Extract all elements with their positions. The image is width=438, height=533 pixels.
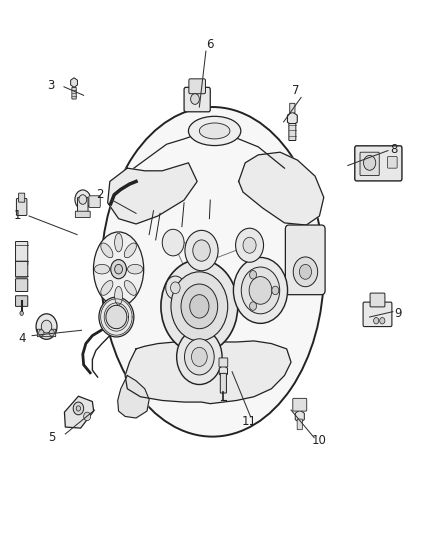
- Ellipse shape: [101, 280, 113, 295]
- Text: 5: 5: [49, 431, 56, 444]
- Circle shape: [166, 276, 185, 300]
- FancyBboxPatch shape: [75, 211, 90, 217]
- Circle shape: [193, 240, 210, 261]
- Polygon shape: [287, 112, 297, 126]
- FancyBboxPatch shape: [37, 329, 56, 337]
- Circle shape: [79, 195, 87, 204]
- Text: 6: 6: [206, 38, 213, 51]
- Circle shape: [190, 295, 209, 318]
- Circle shape: [250, 271, 257, 279]
- FancyBboxPatch shape: [16, 198, 27, 215]
- Circle shape: [250, 302, 257, 310]
- Polygon shape: [125, 341, 291, 403]
- Circle shape: [84, 412, 91, 421]
- Circle shape: [49, 330, 54, 336]
- FancyBboxPatch shape: [18, 193, 25, 202]
- Text: 9: 9: [394, 307, 402, 320]
- Polygon shape: [239, 152, 324, 225]
- FancyBboxPatch shape: [89, 196, 100, 207]
- Ellipse shape: [101, 107, 324, 437]
- Text: 3: 3: [47, 79, 55, 92]
- Circle shape: [191, 348, 207, 367]
- FancyBboxPatch shape: [289, 124, 296, 141]
- FancyBboxPatch shape: [290, 103, 295, 113]
- Circle shape: [41, 320, 52, 333]
- Circle shape: [243, 237, 256, 253]
- Circle shape: [380, 318, 385, 324]
- Ellipse shape: [115, 286, 123, 305]
- Circle shape: [184, 339, 214, 375]
- FancyBboxPatch shape: [219, 358, 228, 367]
- FancyBboxPatch shape: [78, 197, 88, 214]
- Text: 8: 8: [390, 143, 397, 156]
- FancyBboxPatch shape: [355, 146, 402, 181]
- FancyBboxPatch shape: [297, 419, 302, 430]
- Circle shape: [115, 264, 123, 274]
- Polygon shape: [295, 410, 304, 423]
- Text: 1: 1: [14, 209, 21, 222]
- FancyBboxPatch shape: [15, 241, 28, 265]
- FancyBboxPatch shape: [370, 293, 385, 307]
- Ellipse shape: [127, 264, 143, 274]
- FancyBboxPatch shape: [15, 279, 28, 292]
- Text: 2: 2: [96, 188, 104, 201]
- FancyBboxPatch shape: [360, 152, 379, 175]
- FancyBboxPatch shape: [72, 87, 76, 99]
- Circle shape: [233, 257, 288, 324]
- Ellipse shape: [199, 123, 230, 139]
- Circle shape: [364, 156, 376, 170]
- Ellipse shape: [115, 233, 123, 252]
- Ellipse shape: [188, 116, 241, 146]
- Ellipse shape: [101, 243, 113, 258]
- FancyBboxPatch shape: [184, 87, 210, 112]
- Circle shape: [73, 402, 84, 415]
- Polygon shape: [64, 396, 94, 428]
- FancyBboxPatch shape: [189, 79, 205, 94]
- Circle shape: [181, 284, 218, 329]
- Circle shape: [177, 329, 222, 384]
- Circle shape: [293, 257, 318, 287]
- FancyBboxPatch shape: [388, 157, 397, 168]
- Circle shape: [162, 229, 184, 256]
- Circle shape: [185, 230, 218, 271]
- Text: 4: 4: [18, 332, 25, 345]
- FancyBboxPatch shape: [293, 398, 307, 411]
- Circle shape: [171, 272, 228, 341]
- FancyBboxPatch shape: [15, 261, 28, 277]
- Ellipse shape: [93, 232, 144, 306]
- Circle shape: [39, 330, 44, 336]
- Circle shape: [241, 267, 280, 314]
- Circle shape: [75, 190, 91, 209]
- Circle shape: [161, 260, 238, 353]
- Text: 11: 11: [242, 415, 257, 428]
- FancyBboxPatch shape: [363, 302, 392, 327]
- FancyBboxPatch shape: [220, 373, 226, 393]
- Circle shape: [249, 277, 272, 304]
- Circle shape: [272, 286, 279, 295]
- Polygon shape: [108, 163, 197, 224]
- Circle shape: [374, 318, 379, 324]
- Circle shape: [191, 94, 199, 104]
- Ellipse shape: [124, 243, 136, 258]
- Ellipse shape: [99, 297, 134, 337]
- Ellipse shape: [94, 264, 110, 274]
- Text: 7: 7: [292, 84, 299, 96]
- FancyBboxPatch shape: [15, 296, 28, 306]
- Circle shape: [111, 260, 127, 279]
- Polygon shape: [71, 78, 78, 87]
- Text: 10: 10: [312, 434, 327, 447]
- Circle shape: [76, 406, 81, 411]
- Ellipse shape: [124, 280, 136, 295]
- Circle shape: [170, 282, 180, 294]
- Circle shape: [299, 264, 311, 279]
- Circle shape: [36, 314, 57, 340]
- Polygon shape: [118, 375, 149, 418]
- Polygon shape: [219, 366, 227, 377]
- Circle shape: [20, 311, 23, 316]
- Circle shape: [236, 228, 264, 262]
- FancyBboxPatch shape: [286, 225, 325, 295]
- Ellipse shape: [106, 305, 127, 329]
